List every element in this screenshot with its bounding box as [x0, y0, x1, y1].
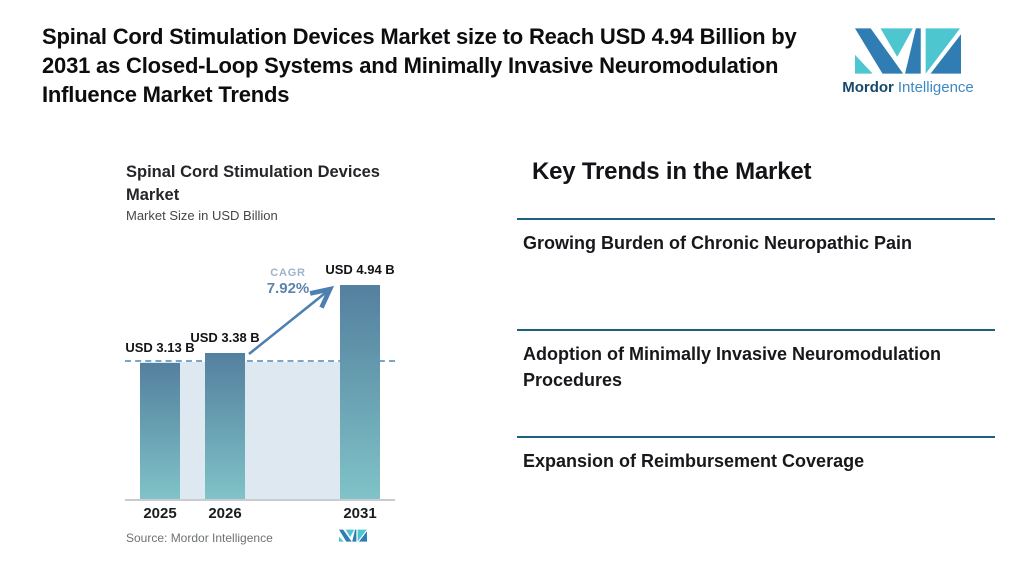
growth-arrow-icon	[248, 276, 342, 356]
brand-name-light: Intelligence	[897, 79, 974, 96]
mordor-logo-icon	[855, 28, 961, 74]
bar-2031	[340, 285, 380, 499]
bar-value-label: USD 4.94 B	[325, 262, 395, 277]
trend-item-reimbursement: Expansion of Reimbursement Coverage	[517, 436, 995, 474]
chart-subtitle: Market Size in USD Billion	[126, 208, 278, 223]
brand-name-bold: Mordor	[842, 79, 894, 96]
bar-value-label: USD 3.38 B	[190, 330, 260, 345]
cagr-label: CAGR	[270, 267, 306, 279]
trend-item-minimally-invasive: Adoption of Minimally Invasive Neuromodu…	[517, 329, 995, 393]
x-axis-label-2026: 2026	[208, 505, 242, 522]
trend-item-chronic-pain: Growing Burden of Chronic Neuropathic Pa…	[517, 218, 995, 256]
mordor-intelligence-logo: Mordor Intelligence	[838, 27, 978, 96]
bar-value-label: USD 3.13 B	[125, 340, 195, 355]
bar-2025	[140, 363, 180, 499]
page-title: Spinal Cord Stimulation Devices Market s…	[42, 24, 797, 107]
chart-title: Spinal Cord Stimulation Devices Market	[126, 161, 380, 207]
x-axis-line	[125, 499, 395, 501]
x-axis-label-2025: 2025	[143, 505, 177, 522]
cagr-value: 7.92%	[266, 280, 310, 297]
mordor-logo-small-icon	[339, 529, 367, 542]
reference-dashed-line	[125, 360, 395, 362]
cagr-annotation: CAGR 7.92%	[252, 267, 324, 297]
brand-name: Mordor Intelligence	[838, 79, 978, 96]
x-axis-label-2031: 2031	[343, 505, 377, 522]
bar-2026	[205, 353, 245, 499]
chart-title-line2: Market	[126, 186, 180, 204]
chart-title-line1: Spinal Cord Stimulation Devices	[126, 163, 380, 181]
source-attribution: Source: Mordor Intelligence	[126, 531, 273, 545]
key-trends-heading: Key Trends in the Market	[532, 158, 812, 185]
